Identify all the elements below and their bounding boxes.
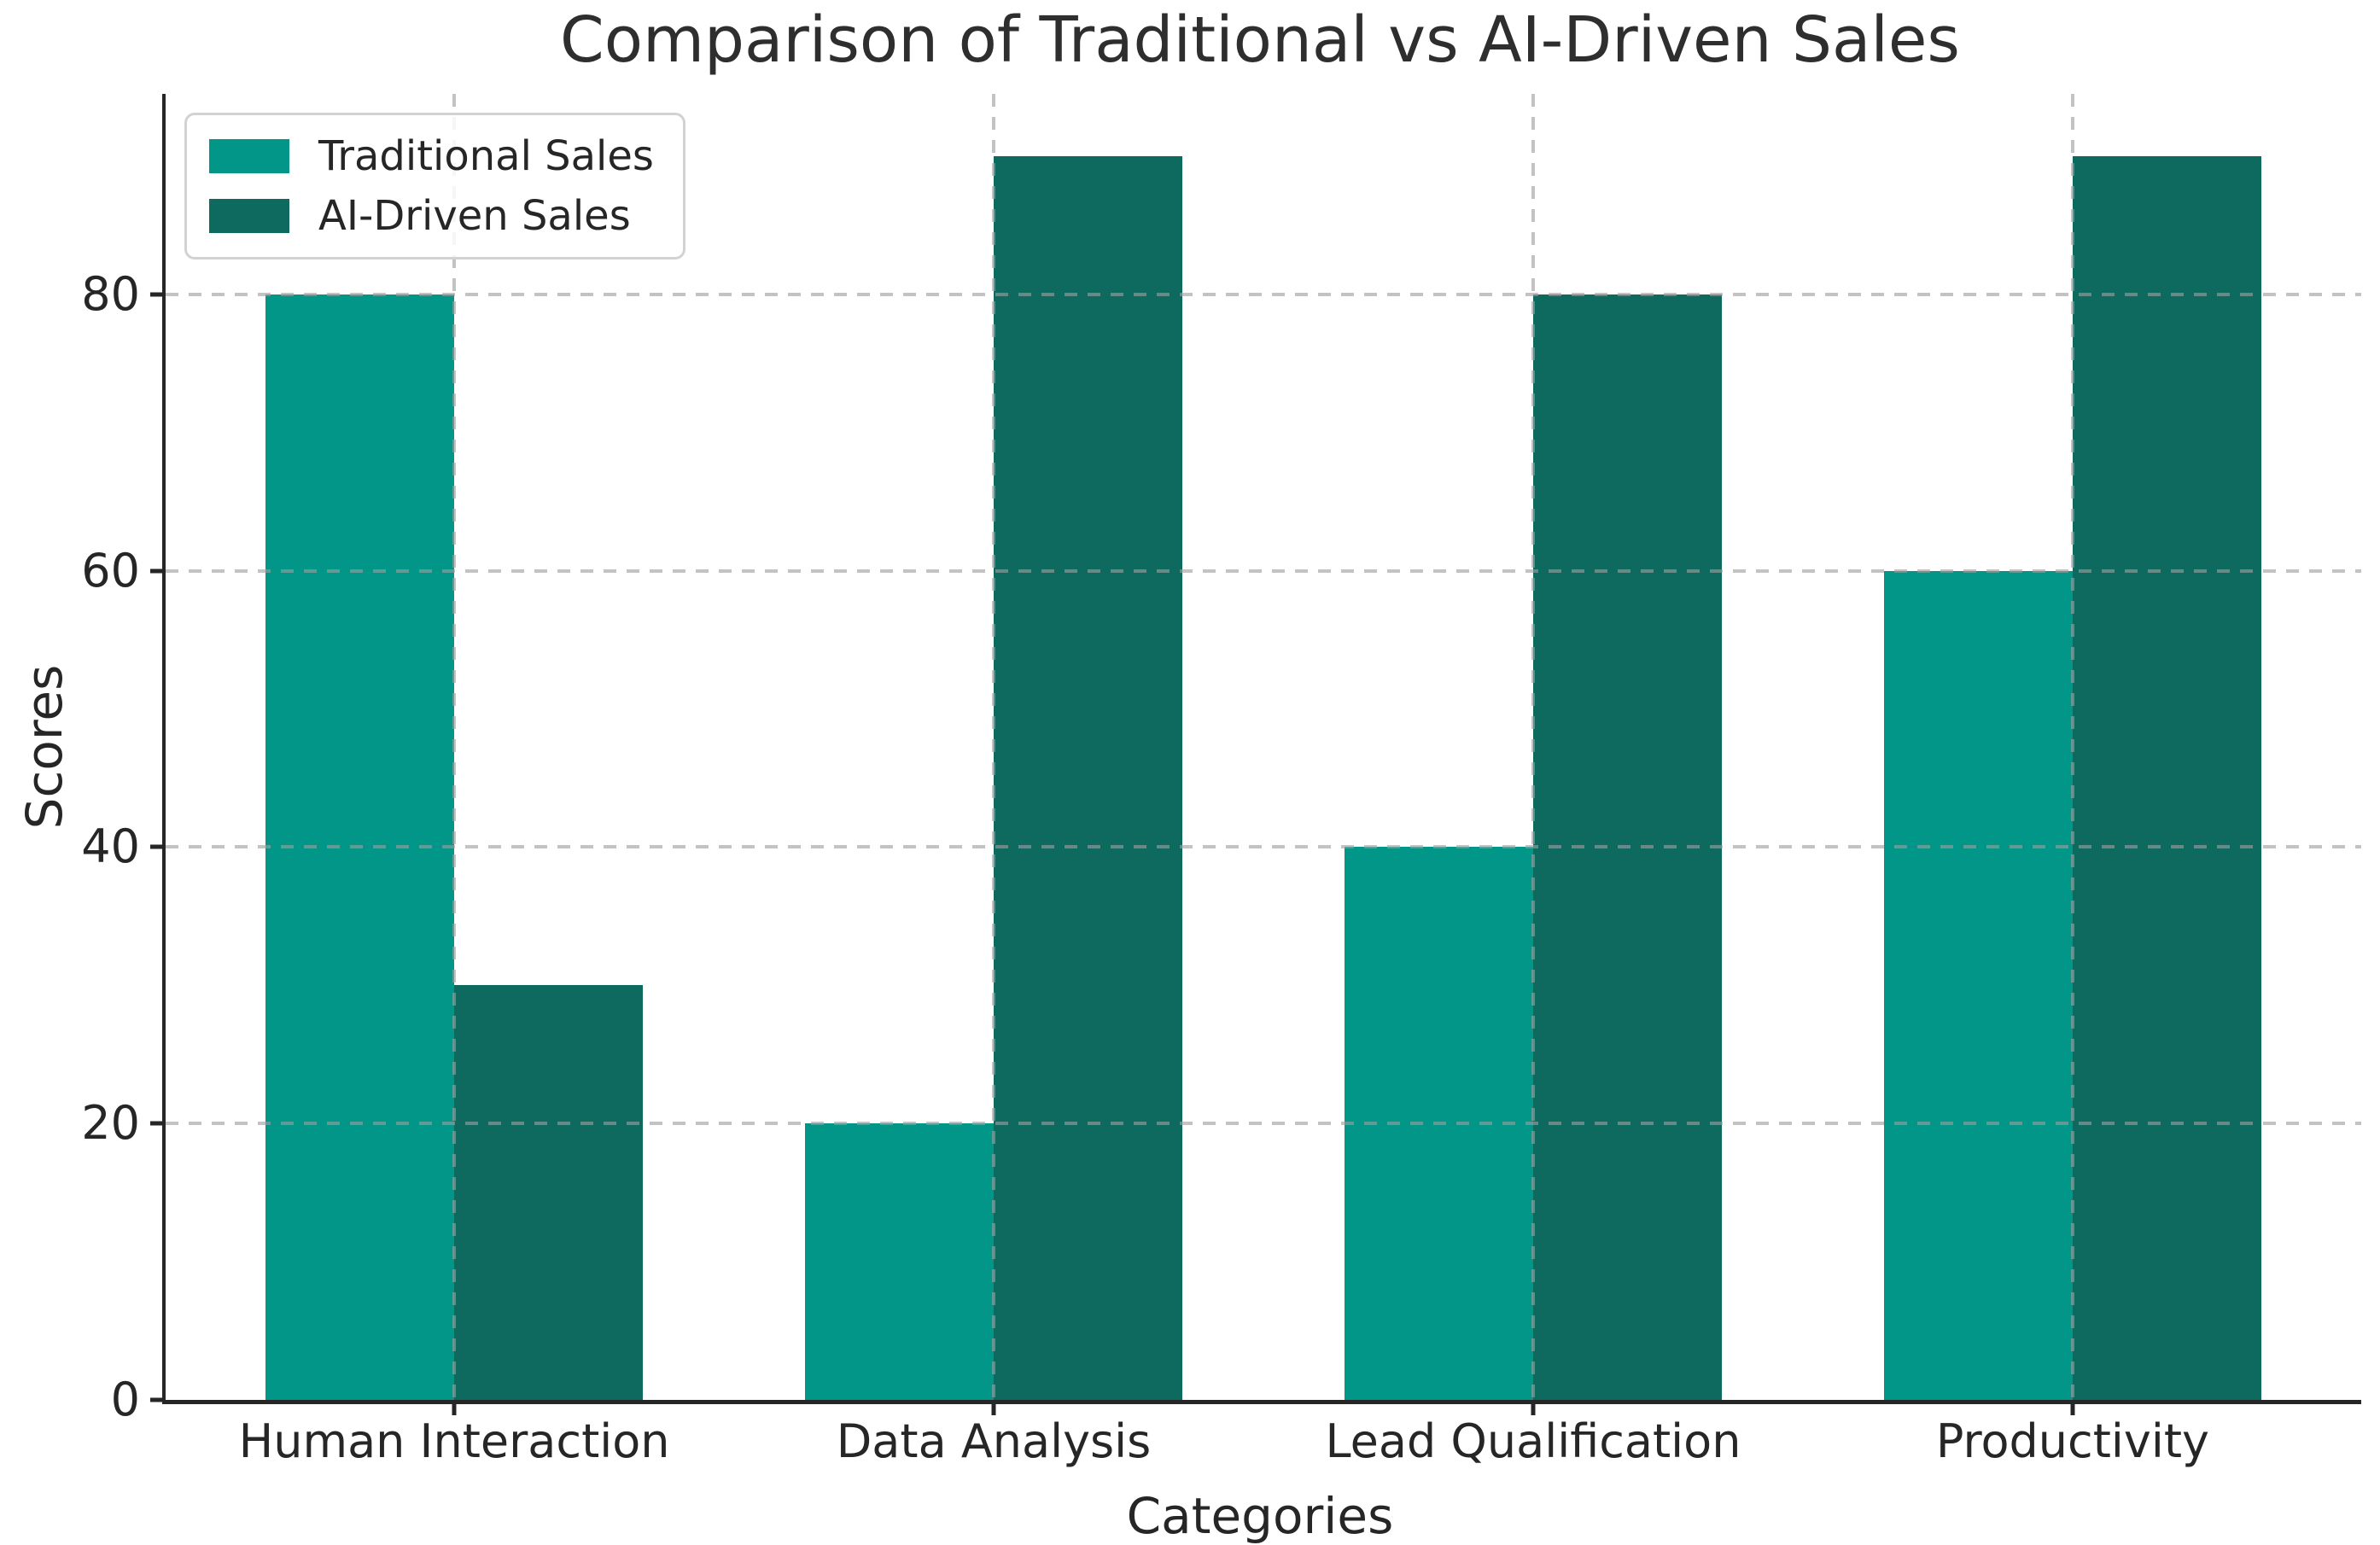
x-tick-label: Data Analysis xyxy=(836,1414,1152,1468)
legend-swatch xyxy=(209,199,289,233)
bar-traditional-sales-1 xyxy=(804,1123,995,1400)
legend: Traditional Sales AI-Driven Sales xyxy=(184,113,685,259)
h-gridline-80 xyxy=(166,292,2361,296)
y-tick-label-0: 0 xyxy=(110,1373,140,1426)
h-gridline-20 xyxy=(166,1122,2361,1126)
x-tick-label: Productivity xyxy=(1935,1414,2209,1468)
h-gridline-40 xyxy=(166,845,2361,849)
x-axis-label: Categories xyxy=(1126,1487,1394,1545)
bar-ai-driven-sales-0 xyxy=(454,985,644,1400)
y-tick-mark-40 xyxy=(150,844,166,849)
legend-swatch xyxy=(209,139,289,173)
h-gridline-60 xyxy=(166,568,2361,573)
y-tick-mark-60 xyxy=(150,568,166,574)
x-tick-mark xyxy=(1531,1400,1536,1415)
x-tick-label: Human Interaction xyxy=(238,1414,670,1468)
x-tick-mark xyxy=(452,1400,457,1415)
chart-title: Comparison of Traditional vs AI-Driven S… xyxy=(560,3,1960,77)
x-tick-label: Lead Qualification xyxy=(1325,1414,1741,1468)
plot-area: 0 20 40 60 80 Human Interaction Data Analysis… xyxy=(81,94,2361,1465)
legend-label: AI-Driven Sales xyxy=(318,192,631,240)
x-tick-mark xyxy=(991,1400,996,1415)
y-axis-label: Scores xyxy=(15,664,73,830)
bar-traditional-sales-3 xyxy=(1883,570,2073,1400)
legend-item: AI-Driven Sales xyxy=(209,195,654,236)
y-tick-label-20: 20 xyxy=(81,1096,140,1151)
y-tick-label-40: 40 xyxy=(81,819,140,874)
legend-item: Traditional Sales xyxy=(209,136,654,177)
v-gridline-1 xyxy=(992,94,996,1400)
y-tick-label-60: 60 xyxy=(81,543,140,598)
y-tick-label-80: 80 xyxy=(81,266,140,321)
x-tick-mark xyxy=(2070,1400,2075,1415)
v-gridline-2 xyxy=(1531,94,1535,1400)
y-tick-mark-20 xyxy=(150,1121,166,1126)
legend-label: Traditional Sales xyxy=(318,132,654,180)
v-gridline-0 xyxy=(452,94,457,1400)
y-tick-mark-0 xyxy=(150,1397,166,1402)
bar-ai-driven-sales-3 xyxy=(2072,155,2262,1400)
y-tick-mark-80 xyxy=(150,292,166,297)
bar-ai-driven-sales-1 xyxy=(994,155,1183,1400)
v-gridline-3 xyxy=(2070,94,2074,1400)
